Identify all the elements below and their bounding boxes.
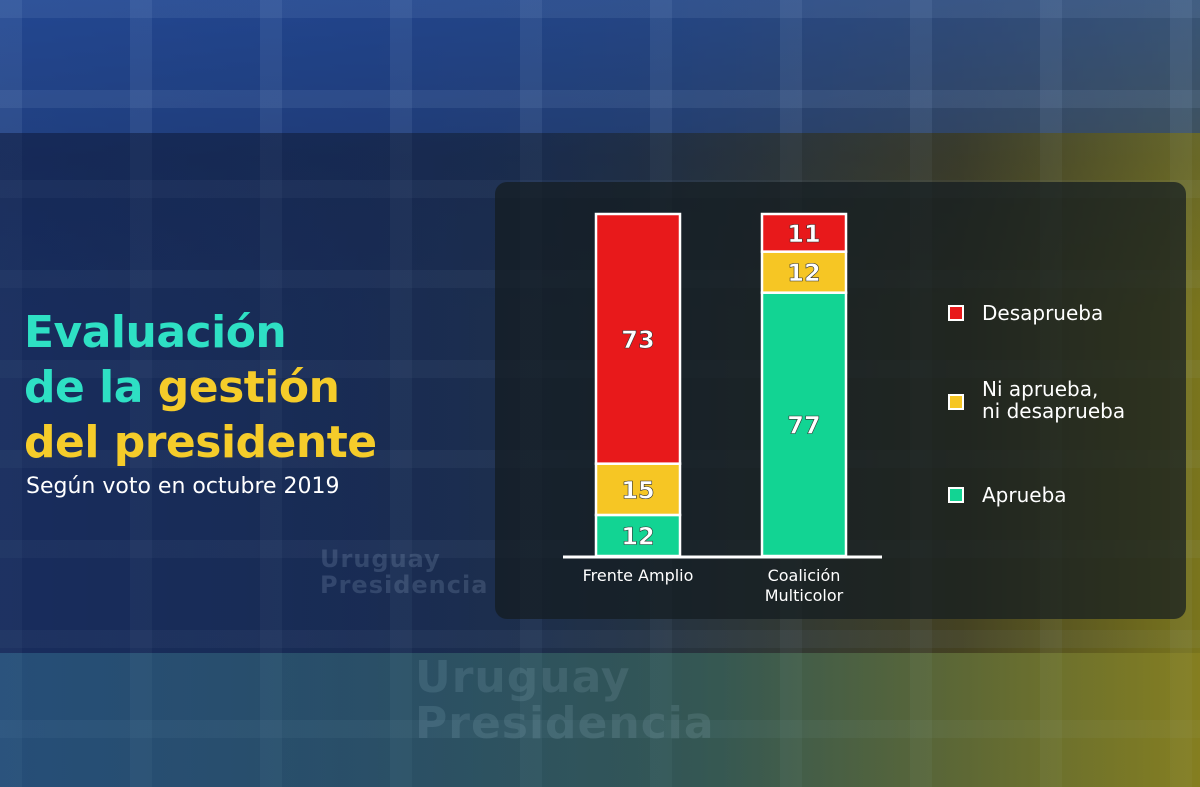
category-label-coalici-n-multicolor-1: Multicolor: [765, 586, 844, 605]
data-label-frente-amplio-desaprueba: 73: [621, 326, 654, 354]
data-label-frente-amplio-aprueba: 12: [621, 522, 654, 550]
title-line-2a: de la: [24, 362, 158, 413]
title-line-2b: gestión: [157, 362, 340, 413]
background-top: [0, 0, 1200, 133]
bar-frente-amplio-ni-aprueba-ni-desaprueba: [594, 462, 682, 517]
building-sign-small: Uruguay Presidencia: [320, 545, 489, 599]
title-line-2: de la gestión: [24, 360, 377, 415]
legend-label-aprueba: Aprueba: [982, 483, 1067, 507]
legend-swatch-aprueba: [948, 487, 964, 503]
chart-subtitle: Según voto en octubre 2019: [26, 474, 340, 499]
building-sign-large: Uruguay Presidencia: [415, 652, 715, 749]
data-label-coalici-n-multicolor-aprueba: 77: [787, 411, 820, 439]
background-bottom: [0, 653, 1200, 787]
data-label-coalici-n-multicolor-ni-aprueba-ni-desaprueba: 12: [787, 259, 820, 287]
legend-label-ni: Ni aprueba, ni desaprueba: [982, 377, 1126, 423]
data-label-frente-amplio-ni-aprueba-ni-desaprueba: 15: [621, 476, 654, 504]
title-line-1: Evaluación: [24, 307, 287, 358]
category-label-frente-amplio-0: Frente Amplio: [583, 566, 694, 585]
legend-swatch-desaprueba: [948, 305, 964, 321]
legend-swatch-ni: [948, 394, 964, 410]
data-label-coalici-n-multicolor-desaprueba: 11: [787, 220, 820, 248]
bar-coalici-n-multicolor-desaprueba: [760, 212, 848, 253]
category-label-coalici-n-multicolor-0: Coalición: [768, 566, 841, 585]
chart-title: Evaluación de la gestión del presidente: [24, 305, 377, 470]
bar-coalici-n-multicolor-aprueba: [760, 291, 848, 558]
title-line-3: del presidente: [24, 417, 377, 468]
legend-label-desaprueba: Desaprueba: [982, 301, 1104, 325]
bar-frente-amplio-desaprueba: [594, 212, 682, 465]
